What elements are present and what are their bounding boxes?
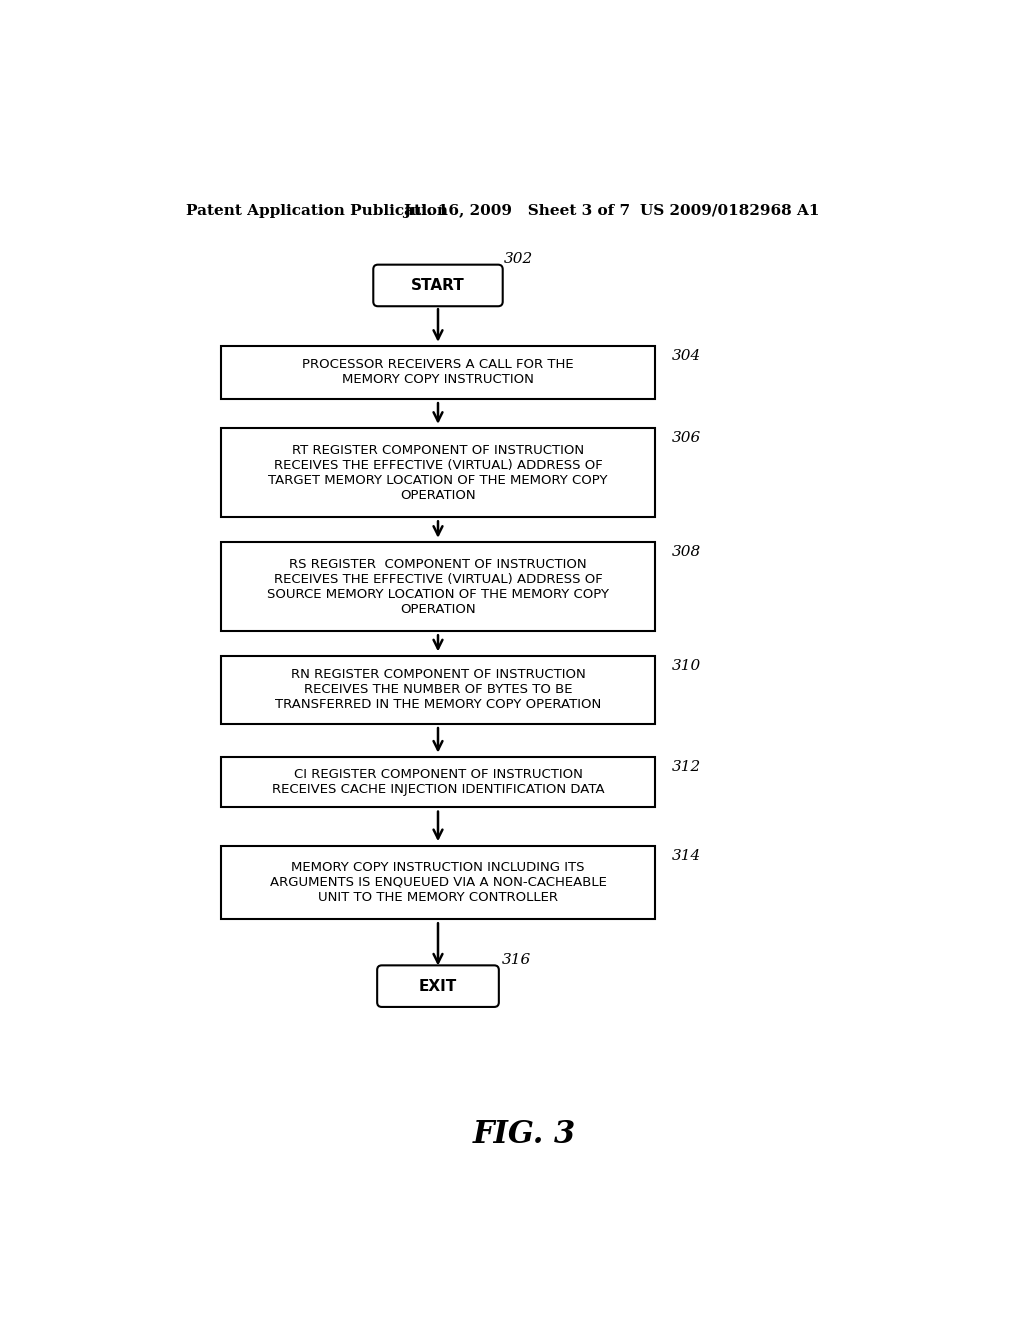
Bar [221, 656, 655, 723]
Text: 302: 302 [504, 252, 534, 267]
Text: 310: 310 [672, 659, 701, 673]
FancyBboxPatch shape [377, 965, 499, 1007]
Text: RN REGISTER COMPONENT OF INSTRUCTION
RECEIVES THE NUMBER OF BYTES TO BE
TRANSFER: RN REGISTER COMPONENT OF INSTRUCTION REC… [274, 668, 601, 711]
Text: 304: 304 [672, 350, 701, 363]
Bar [221, 543, 655, 631]
Text: 306: 306 [672, 432, 701, 445]
Text: Patent Application Publication: Patent Application Publication [186, 203, 449, 218]
FancyBboxPatch shape [374, 264, 503, 306]
Text: PROCESSOR RECEIVERS A CALL FOR THE
MEMORY COPY INSTRUCTION: PROCESSOR RECEIVERS A CALL FOR THE MEMOR… [302, 359, 573, 387]
Text: FIG. 3: FIG. 3 [473, 1119, 577, 1150]
Bar [221, 346, 655, 399]
Text: RS REGISTER  COMPONENT OF INSTRUCTION
RECEIVES THE EFFECTIVE (VIRTUAL) ADDRESS O: RS REGISTER COMPONENT OF INSTRUCTION REC… [267, 557, 609, 615]
Text: 316: 316 [502, 953, 531, 966]
Bar [221, 758, 655, 807]
Text: RT REGISTER COMPONENT OF INSTRUCTION
RECEIVES THE EFFECTIVE (VIRTUAL) ADDRESS OF: RT REGISTER COMPONENT OF INSTRUCTION REC… [268, 444, 608, 502]
Bar [221, 846, 655, 919]
Text: 314: 314 [672, 849, 701, 863]
Text: US 2009/0182968 A1: US 2009/0182968 A1 [640, 203, 819, 218]
Text: MEMORY COPY INSTRUCTION INCLUDING ITS
ARGUMENTS IS ENQUEUED VIA A NON-CACHEABLE
: MEMORY COPY INSTRUCTION INCLUDING ITS AR… [269, 861, 606, 904]
Text: Jul. 16, 2009   Sheet 3 of 7: Jul. 16, 2009 Sheet 3 of 7 [403, 203, 630, 218]
Bar [221, 428, 655, 517]
Text: CI REGISTER COMPONENT OF INSTRUCTION
RECEIVES CACHE INJECTION IDENTIFICATION DAT: CI REGISTER COMPONENT OF INSTRUCTION REC… [271, 768, 604, 796]
Text: EXIT: EXIT [419, 978, 457, 994]
Text: START: START [411, 279, 465, 293]
Text: 308: 308 [672, 545, 701, 560]
Text: 312: 312 [672, 760, 701, 774]
